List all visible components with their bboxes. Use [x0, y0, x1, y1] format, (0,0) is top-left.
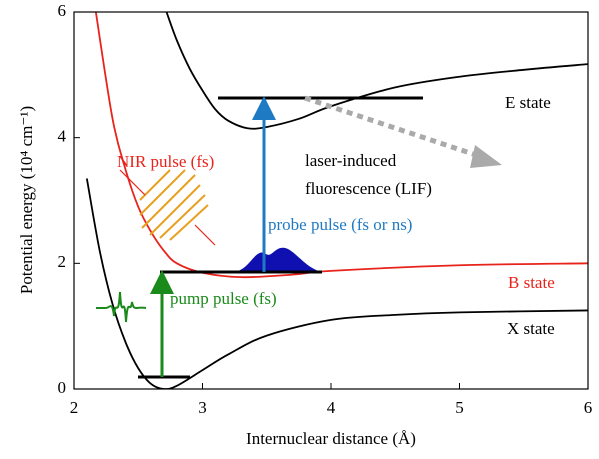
series-label: E state — [505, 93, 551, 112]
y-tick-label: 4 — [58, 127, 67, 146]
x-tick-label: 6 — [584, 398, 593, 417]
curve — [165, 12, 588, 130]
lif-arrow — [304, 95, 486, 161]
nir-packet — [139, 169, 209, 241]
decorations — [96, 95, 502, 379]
y-axis-label: Potential energy (10⁴ cm⁻¹) — [17, 106, 36, 294]
x-tick-label: 3 — [198, 398, 207, 417]
annotation: laser-induced — [305, 151, 397, 170]
x-axis-label: Internuclear distance (Å) — [246, 429, 416, 448]
curve — [94, 12, 588, 279]
annotation: probe pulse (fs or ns) — [268, 215, 412, 234]
y-tick-label: 2 — [58, 252, 67, 271]
annotation: NIR pulse (fs) — [117, 152, 214, 171]
pump-packet — [96, 291, 147, 323]
annotation: pump pulse (fs) — [170, 289, 277, 308]
annotation: fluorescence (LIF) — [305, 179, 432, 198]
y-tick-label: 0 — [58, 378, 67, 397]
probe-packet — [232, 247, 322, 272]
x-tick-label: 4 — [327, 398, 336, 417]
series-label: X state — [507, 319, 555, 338]
curve — [85, 178, 588, 389]
x-tick-label: 2 — [70, 398, 79, 417]
curves — [85, 12, 588, 389]
y-tick-label: 6 — [58, 1, 67, 20]
x-tick-label: 5 — [455, 398, 464, 417]
series-label: B state — [508, 273, 555, 292]
